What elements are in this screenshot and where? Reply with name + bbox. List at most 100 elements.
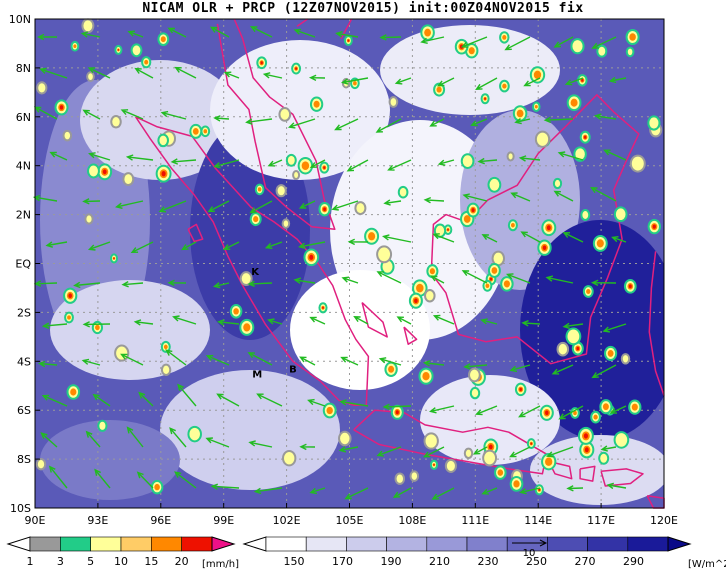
wind-arrow <box>73 281 101 289</box>
wind-arrow <box>346 159 369 172</box>
precip-cell <box>35 458 47 471</box>
wind-arrow <box>375 118 402 133</box>
precip-cell <box>114 44 123 55</box>
wind-arrow <box>475 405 498 416</box>
wind-arrow <box>82 198 101 205</box>
wind-arrow <box>249 26 273 38</box>
precipitation-cells <box>35 18 663 496</box>
wind-arrow <box>249 200 273 214</box>
wind-arrow <box>591 364 617 379</box>
chart-title: NICAM OLR + PRCP (12Z07NOV2015) init:00Z… <box>142 1 584 16</box>
wind-arrow <box>347 238 369 246</box>
precip-cell <box>426 264 439 279</box>
precip-cell <box>281 218 291 229</box>
wind-arrow <box>590 279 617 287</box>
wind-arrow <box>267 318 283 325</box>
wind-arrow <box>92 393 111 407</box>
precip-cell <box>229 304 243 319</box>
precip-colorbar-tick: 15 <box>144 555 158 568</box>
wind-arrow <box>481 487 498 495</box>
wind-arrow <box>562 232 584 243</box>
precip-cell <box>579 130 591 144</box>
wind-arrow <box>378 357 402 366</box>
precip-cell <box>482 449 498 467</box>
precip-cell <box>466 202 480 218</box>
lon-tick-label: 114E <box>524 514 552 527</box>
wind-arrow <box>248 440 273 448</box>
wind-arrow <box>334 118 359 131</box>
precip-cell <box>36 81 48 95</box>
precip-cell <box>278 107 292 122</box>
wind-arrow <box>340 77 369 85</box>
precip-cell <box>444 458 457 473</box>
coastline <box>403 326 418 345</box>
lat-tick-label: 4S <box>17 355 31 368</box>
precip-cell <box>526 438 536 450</box>
precip-cell <box>384 361 398 377</box>
precip-cell <box>409 470 420 482</box>
lon-tick-label: 120E <box>650 514 678 527</box>
wind-arrow <box>432 314 455 325</box>
precip-cell <box>491 250 506 267</box>
latitude-ticks: 10N 8N 6N 4N 2N EQ 2S 4S 6S 8S 10S <box>9 13 40 515</box>
wind-arrow <box>48 465 68 489</box>
precip-cell <box>623 278 637 294</box>
map-plot-area: K M B 90E 93E 96E 99E 102E 105E 108E 111E 114E 117E… <box>9 13 678 527</box>
wind-arrow <box>82 109 101 120</box>
precip-cell <box>141 56 152 69</box>
precip-cell <box>460 153 475 169</box>
wind-arrow <box>130 241 154 254</box>
precip-cell <box>577 426 594 445</box>
precip-cell <box>110 115 122 129</box>
wind-arrow <box>509 446 531 458</box>
precip-cell <box>160 363 172 376</box>
wind-arrow <box>309 159 326 169</box>
wind-arrow <box>510 192 531 202</box>
precip-cell <box>604 345 618 361</box>
precip-colorbar-tick: 1 <box>27 555 34 568</box>
wind-arrow <box>518 405 541 418</box>
wind-arrow <box>600 445 617 452</box>
lon-tick-label: 99E <box>213 514 234 527</box>
wind-arrow <box>216 393 240 407</box>
wind-arrow <box>287 118 316 129</box>
wind-arrow <box>87 241 111 251</box>
precip-colorbar-swatch <box>120 536 152 552</box>
olr-colorbar-swatch <box>305 536 347 552</box>
precip-cell <box>592 234 608 252</box>
lon-tick-label: 96E <box>150 514 171 527</box>
olr-colorbar-tick: 290 <box>623 555 644 568</box>
precip-colorbar-swatch <box>181 536 213 552</box>
wind-arrow <box>396 316 412 325</box>
precip-cell <box>130 43 143 58</box>
wind-arrow <box>518 155 541 162</box>
precip-cell <box>319 161 330 174</box>
precip-cell <box>629 154 646 173</box>
wind-arrow <box>470 118 488 127</box>
precip-cell <box>376 245 393 264</box>
wind-arrow <box>505 273 531 284</box>
wind-arrow <box>40 432 58 448</box>
wind-arrow <box>207 200 230 213</box>
wind-arrow <box>245 118 273 125</box>
wind-arrow <box>392 487 412 498</box>
wind-arrow <box>87 67 111 79</box>
precip-cell <box>625 28 640 46</box>
olr-colorbar-swatch <box>386 536 428 552</box>
precip-cell <box>155 164 172 183</box>
wind-arrow <box>172 315 197 325</box>
wind-arrow <box>256 393 283 407</box>
precip-cell <box>388 96 399 108</box>
precip-cell <box>565 327 582 346</box>
precip-cell <box>408 292 423 309</box>
precip-cell <box>628 399 642 415</box>
olr-colorbar-swatch <box>426 536 468 552</box>
lat-tick-label: 2N <box>16 209 31 222</box>
wind-arrow <box>209 26 230 38</box>
wind-arrow <box>41 394 68 407</box>
lon-tick-label: 105E <box>336 514 364 527</box>
coastline <box>648 251 665 396</box>
precip-cell <box>109 253 119 264</box>
wind-arrow <box>80 31 101 38</box>
wind-arrow <box>420 36 445 44</box>
